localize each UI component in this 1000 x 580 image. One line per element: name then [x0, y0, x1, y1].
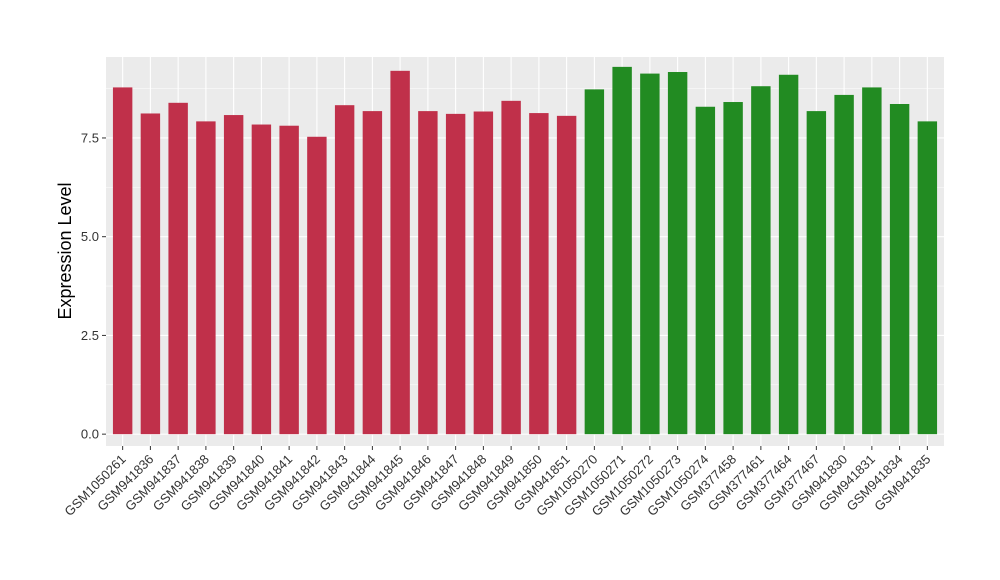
- bar-GSM941830: [834, 94, 854, 435]
- y-axis-title: Expression Level: [55, 182, 75, 319]
- bar-GSM941834: [889, 103, 910, 435]
- bar-GSM941845: [390, 70, 410, 435]
- bar-GSM941835: [917, 121, 938, 435]
- bar-GSM941837: [168, 102, 188, 435]
- bar-GSM941836: [140, 113, 161, 435]
- bar-GSM1050273: [667, 72, 688, 435]
- plot-panel: [106, 57, 944, 446]
- bar-GSM941847: [445, 113, 466, 435]
- bar-GSM1050261: [112, 87, 133, 435]
- bar-GSM377464: [778, 74, 799, 435]
- bar-GSM941842: [307, 136, 327, 435]
- y-axis: 0.0 2.5 5.0 7.5: [81, 130, 106, 442]
- bar-GSM941840: [251, 124, 272, 435]
- bar-GSM941843: [334, 105, 355, 435]
- minor-gridlines: [106, 88, 944, 386]
- bar-GSM941831: [862, 87, 882, 435]
- bar-GSM377458: [723, 102, 743, 435]
- bar-GSM1050272: [640, 73, 660, 435]
- bar-GSM1050271: [612, 66, 632, 435]
- bar-GSM1050274: [695, 106, 716, 435]
- bar-GSM377467: [806, 111, 827, 435]
- x-axis: GSM1050261GSM941836GSM941837GSM941838GSM…: [61, 446, 933, 519]
- bar-GSM941838: [196, 121, 216, 435]
- bar-GSM941841: [279, 125, 299, 435]
- bar-GSM941850: [529, 113, 549, 435]
- bar-GSM941848: [473, 111, 494, 435]
- bar-GSM1050270: [584, 89, 605, 435]
- y-tick-label: 5.0: [81, 229, 99, 244]
- y-tick-label: 7.5: [81, 130, 99, 145]
- bar-GSM941849: [501, 100, 521, 435]
- bar-GSM941851: [556, 115, 577, 435]
- bars-group: [112, 66, 938, 435]
- bar-GSM377461: [751, 86, 771, 435]
- y-tick-label: 2.5: [81, 328, 99, 343]
- bar-GSM941844: [362, 111, 383, 435]
- y-tick-label: 0.0: [81, 427, 99, 442]
- bar-GSM941839: [223, 115, 244, 435]
- bar-GSM941846: [418, 111, 438, 435]
